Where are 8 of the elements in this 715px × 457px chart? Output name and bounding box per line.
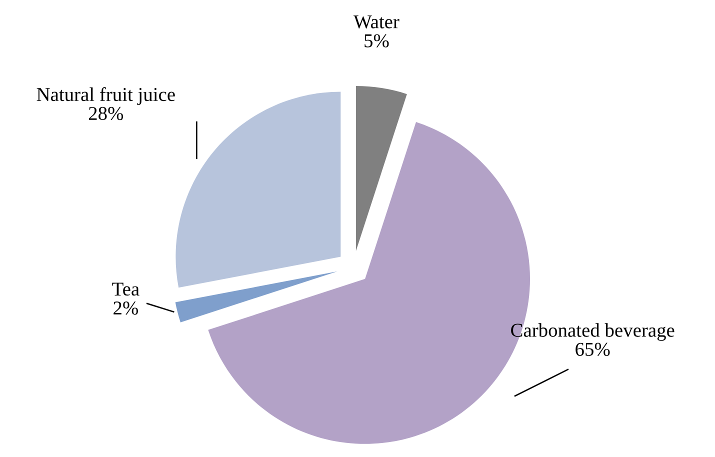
slice-label: Water <box>354 15 400 28</box>
slice-label: Tea <box>112 282 140 296</box>
data-label: 5% <box>364 34 389 48</box>
slice-label: Carbonated beverage <box>511 323 674 341</box>
slice-label: Natural fruit juice <box>36 87 175 106</box>
data-label: 28% <box>88 106 124 120</box>
data-label: 2% <box>114 302 138 315</box>
data-label: 65% <box>576 342 610 356</box>
